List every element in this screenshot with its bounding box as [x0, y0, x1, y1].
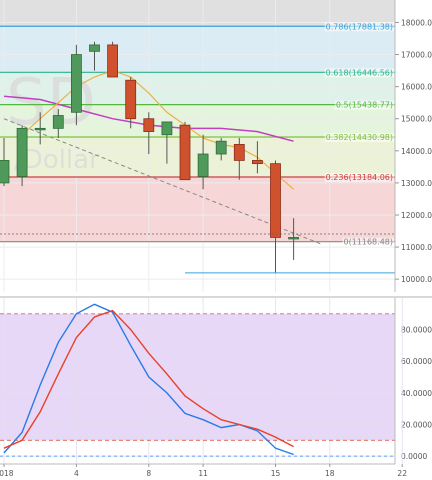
price-tick-label: 12000.00: [401, 211, 432, 220]
fib-label-bg: [324, 172, 394, 182]
candle-down: [107, 44, 118, 78]
time-axis-bg: [0, 464, 432, 480]
fib-label: 0.786(17881.38): [326, 22, 393, 31]
price-tick-label: 17000.00: [401, 51, 432, 60]
fib-bands: [0, 0, 395, 242]
price-tick-label: 18000.00: [401, 18, 432, 27]
ma-fast-line: [21, 69, 294, 190]
fib-label-bg: [334, 100, 394, 110]
time-tick-label: 22: [397, 469, 407, 478]
time-tick-label: 2018: [0, 469, 14, 478]
candle-up: [161, 121, 173, 136]
candle-up: [215, 140, 227, 155]
time-tick-label: 15: [271, 469, 281, 478]
fib-band-3: [0, 104, 395, 137]
candle-down: [270, 163, 281, 238]
panel-separator: [0, 296, 432, 299]
candle-up: [16, 127, 28, 177]
candle-down: [125, 79, 137, 120]
osc-tick-label: 20.0000: [401, 420, 432, 429]
fib-label: 0.382(14430.98): [326, 133, 393, 142]
trendline: [3, 118, 321, 245]
candle-down: [143, 118, 155, 132]
price-tick-label: 15000.00: [401, 115, 432, 124]
candle-down: [251, 160, 263, 165]
fib-label-bg: [324, 68, 394, 78]
price-axis: 10000.00 11000.00 12000.00 13000.00 14000.00…: [394, 0, 432, 292]
osc-tick-label: 60.0000: [401, 357, 432, 366]
oscillator-panel: 0.0000 20.0000 40.0000 60.0000 80.0000: [0, 296, 432, 464]
price-tick-label: 10000.00: [401, 275, 432, 284]
fib-label: 0(11168.48): [343, 238, 393, 247]
price-axis-bg: [395, 0, 432, 292]
candle-down: [233, 143, 245, 161]
time-tick-label: 4: [74, 469, 79, 478]
candle-up: [288, 237, 300, 240]
price-tick-label: 13000.00: [401, 179, 432, 188]
fib-band-2: [0, 72, 395, 105]
candle-up: [89, 44, 100, 52]
stoch-d-line: [3, 309, 294, 449]
candle-up: [34, 127, 46, 131]
price-tick-label: 16000.00: [401, 83, 432, 92]
time-axis: 2018 4 8 11 15 18 22: [0, 463, 432, 480]
time-tick-label: 18: [325, 469, 335, 478]
candles: [0, 41, 300, 273]
fib-band-0: [0, 0, 395, 27]
osc-band: [0, 313, 395, 441]
candle-up: [197, 153, 209, 177]
candle-down: [179, 124, 191, 181]
osc-tick-label: 0.0000: [401, 452, 427, 461]
candle-up: [52, 115, 64, 129]
fib-label-bg: [324, 132, 394, 142]
fib-levels: 0.786(17881.38) 0.618(16446.56) 0.5(15438.…: [0, 22, 395, 247]
fib-band-1: [0, 26, 395, 73]
fib-label: 0.236(13184.06): [326, 173, 393, 182]
candle-up: [71, 54, 82, 113]
price-tick-label: 11000.00: [401, 243, 432, 252]
candle-up: [0, 160, 10, 184]
price-tick-label: 14000.00: [401, 147, 432, 156]
fib-label: 0.5(15438.77): [336, 101, 393, 110]
osc-tick-label: 80.0000: [401, 326, 432, 335]
time-tick-label: 11: [198, 469, 208, 478]
fib-label: 0.618(16446.56): [326, 68, 393, 77]
fib-label-bg: [324, 22, 394, 32]
fib-label-bg: [342, 237, 394, 247]
fib-band-5: [0, 176, 395, 242]
time-tick-label: 8: [146, 469, 151, 478]
osc-tick-label: 40.0000: [401, 389, 432, 398]
watermark-pair: /Dollar: [14, 145, 100, 175]
trendline-line: [3, 118, 321, 245]
